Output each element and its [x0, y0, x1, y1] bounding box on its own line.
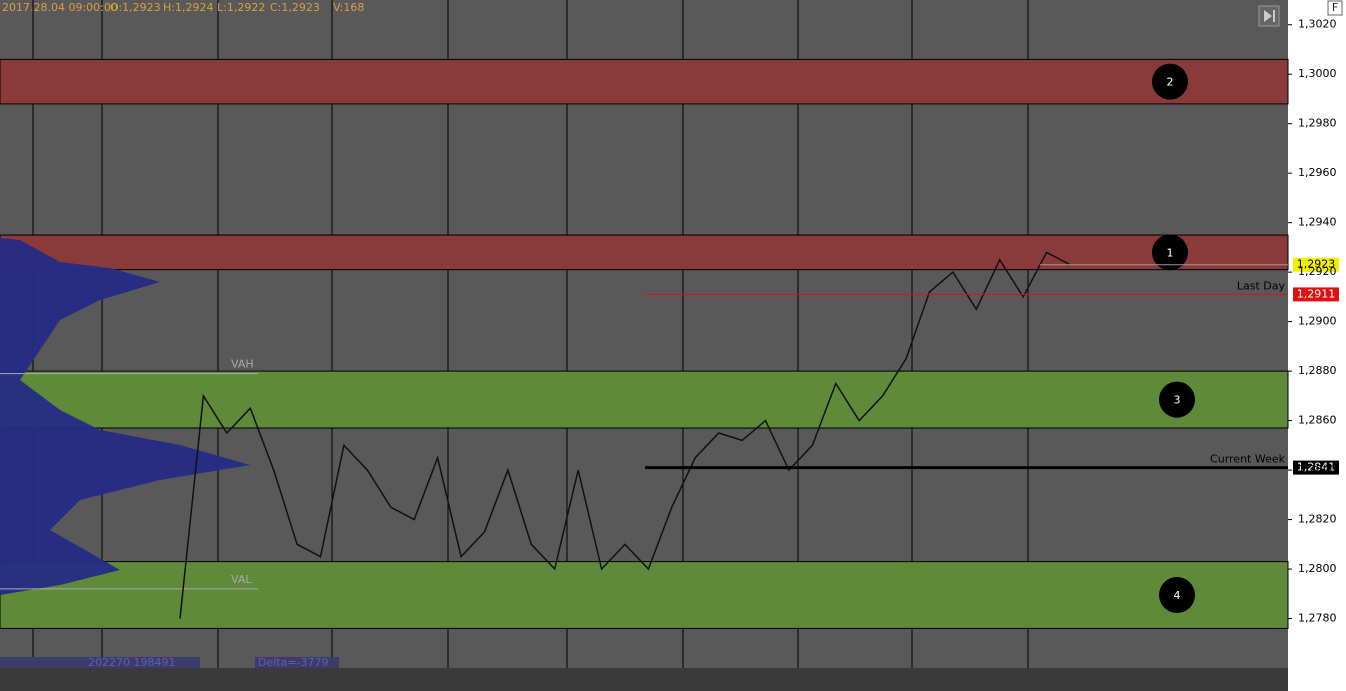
- zone-badge: [1152, 234, 1188, 271]
- footer-volumes-bg: [0, 657, 200, 668]
- footer-delta-bg: [255, 657, 339, 668]
- header-low: L:1,2922: [217, 1, 265, 14]
- y-tick-label: 1,2900: [1298, 315, 1337, 328]
- level-marker: [1293, 460, 1339, 475]
- grid: [32, 0, 1029, 668]
- zone: [0, 58, 1289, 105]
- price-axis: [1288, 0, 1346, 691]
- header-high: H:1,2924: [163, 1, 213, 14]
- y-tick-label: 1,2920: [1298, 265, 1337, 278]
- zone-label: 2: [1167, 76, 1174, 89]
- y-tick-label: 1,2860: [1298, 414, 1337, 427]
- zone-label: 1: [1167, 246, 1174, 259]
- y-tick-label: 1,2960: [1298, 166, 1337, 179]
- footer-volumes: 202270 198491: [88, 656, 175, 669]
- price-line: [179, 251, 1071, 619]
- level-name: Last Day: [1237, 279, 1286, 292]
- y-tick-label: 1,2940: [1298, 216, 1337, 229]
- zone-badge: [1152, 63, 1188, 100]
- header-close: C:1,2923: [270, 1, 320, 14]
- time-axis: [0, 668, 1288, 691]
- y-tick-label: 1,2880: [1298, 364, 1337, 377]
- f-button[interactable]: [1327, 0, 1343, 16]
- y-tick-label: 1,2820: [1298, 513, 1337, 526]
- footer-delta: Delta=-3779: [258, 656, 329, 669]
- y-tick-label: 1,3020: [1298, 18, 1337, 31]
- last-price-label: 1,2923: [1297, 258, 1336, 271]
- zones: 2 1 3 4: [0, 58, 1289, 629]
- zone: [0, 561, 1289, 629]
- header-volume: V:168: [333, 1, 364, 14]
- zone: [0, 234, 1289, 271]
- f-button-label[interactable]: F: [1332, 1, 1338, 14]
- y-tick-label: 1,3000: [1298, 67, 1337, 80]
- y-tick-label: 1,2980: [1298, 117, 1337, 130]
- y-tick-label: 1,2840: [1298, 463, 1337, 476]
- header-time: 2017.28.04 09:00:00: [2, 1, 118, 14]
- header-open: O:1,2923: [110, 1, 161, 14]
- y-tick-label: 1,2780: [1298, 612, 1337, 625]
- plot-area: [0, 0, 1288, 668]
- value-area-label: VAH: [231, 358, 254, 371]
- zone-label: 3: [1174, 394, 1181, 407]
- zone-badge: [1159, 577, 1195, 614]
- y-tick-label: 1,2800: [1298, 562, 1337, 575]
- volume-profile: [0, 238, 250, 595]
- level-marker: [1293, 287, 1339, 302]
- zone-badge: [1159, 381, 1195, 418]
- zone: [0, 370, 1289, 429]
- level-name: Current Week: [1210, 453, 1286, 466]
- level-marker-label: 1,2841: [1297, 461, 1336, 474]
- last-price-marker: [1293, 257, 1339, 272]
- zone-label: 4: [1174, 589, 1181, 602]
- scroll-end-icon: [1264, 10, 1275, 22]
- value-area-label: VAL: [231, 573, 252, 586]
- level-marker-label: 1,2911: [1297, 287, 1336, 300]
